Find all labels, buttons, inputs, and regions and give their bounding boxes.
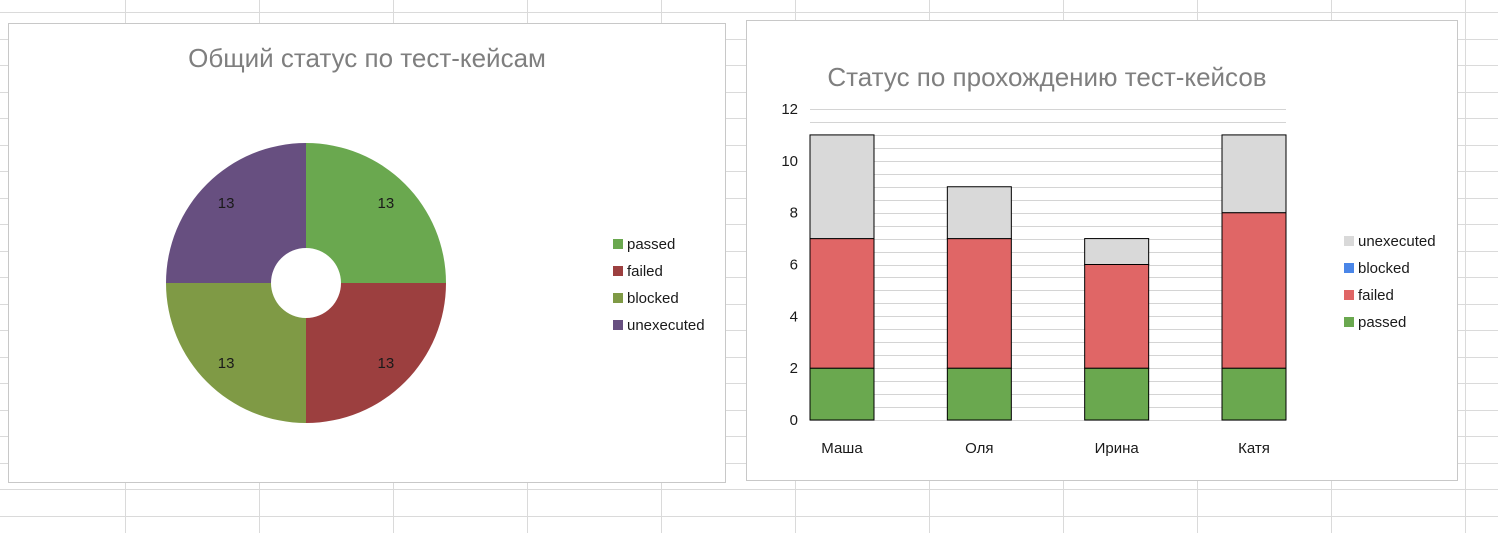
donut-slice-failed (306, 283, 446, 423)
bar-segment-failed (946, 238, 1012, 369)
donut-data-label: 13 (218, 355, 235, 372)
legend-label-blocked: blocked (1358, 260, 1410, 277)
bar-segment-failed (1221, 212, 1287, 369)
donut-slice-unexecuted (166, 143, 306, 283)
legend-label-passed: passed (1358, 314, 1406, 331)
y-tick-label: 6 (790, 257, 798, 274)
legend-swatch-unexecuted (613, 320, 623, 330)
legend-swatch-blocked (1344, 263, 1354, 273)
y-tick-label: 4 (790, 308, 798, 325)
bar-segment-unexecuted (809, 134, 875, 240)
bar-segment-passed (946, 367, 1012, 421)
donut-data-labels: 13 13 13 13 (218, 195, 394, 372)
stacked-bar-chart: Статус по прохождению тест-кейсов 0 2 4 6 8 1… (781, 62, 1436, 457)
x-tick-label: Оля (965, 440, 993, 457)
bar-segment-unexecuted (1221, 134, 1287, 214)
legend-label-failed: failed (1358, 287, 1394, 304)
bar-segment-unexecuted (946, 186, 1012, 240)
bar-chart-title: Статус по прохождению тест-кейсов (827, 62, 1266, 92)
legend-swatch-failed (613, 266, 623, 276)
donut-slices (166, 143, 446, 423)
bar-segment-passed (1221, 367, 1287, 421)
bar-y-axis: 0 2 4 6 8 10 12 (781, 101, 798, 429)
legend-label-blocked: blocked (627, 290, 679, 307)
bar-segment-failed (1084, 264, 1150, 369)
legend-swatch-blocked (613, 293, 623, 303)
legend-swatch-passed (1344, 317, 1354, 327)
y-tick-label: 0 (790, 412, 798, 429)
bar-x-axis: Маша Оля Ирина Катя (821, 440, 1270, 457)
donut-slice-blocked (166, 283, 306, 423)
donut-legend: passed failed blocked unexecuted (613, 236, 705, 334)
bar-gridlines (810, 109, 1286, 421)
bar-segment-unexecuted (1084, 238, 1150, 265)
legend-label-unexecuted: unexecuted (1358, 233, 1436, 250)
legend-swatch-passed (613, 239, 623, 249)
legend-swatch-failed (1344, 290, 1354, 300)
donut-data-label: 13 (378, 355, 395, 372)
y-tick-label: 8 (790, 205, 798, 222)
bar-series (809, 134, 1287, 421)
legend-label-failed: failed (627, 263, 663, 280)
donut-slice-passed (306, 143, 446, 283)
bar-segment-passed (809, 367, 875, 421)
legend-label-passed: passed (627, 236, 675, 253)
donut-chart-title: Общий статус по тест-кейсам (188, 43, 546, 73)
donut-chart: Общий статус по тест-кейсам 13 13 13 13 pas… (166, 43, 705, 423)
y-tick-label: 10 (781, 153, 798, 170)
y-tick-label: 12 (781, 101, 798, 118)
donut-data-label: 13 (378, 195, 395, 212)
bar-legend: unexecuted blocked failed passed (1344, 233, 1436, 331)
bar-segment-failed (809, 238, 875, 369)
legend-label-unexecuted: unexecuted (627, 317, 705, 334)
donut-chart-panel[interactable]: Общий статус по тест-кейсам 13 13 13 13 pas… (8, 23, 726, 483)
bar-segment-passed (1084, 367, 1150, 421)
y-tick-label: 2 (790, 360, 798, 377)
x-tick-label: Катя (1238, 440, 1270, 457)
legend-swatch-unexecuted (1344, 236, 1354, 246)
stacked-bar-chart-panel[interactable]: Статус по прохождению тест-кейсов 0 2 4 6 8 1… (746, 20, 1458, 481)
x-tick-label: Маша (821, 440, 863, 457)
donut-data-label: 13 (218, 195, 235, 212)
x-tick-label: Ирина (1095, 440, 1140, 457)
